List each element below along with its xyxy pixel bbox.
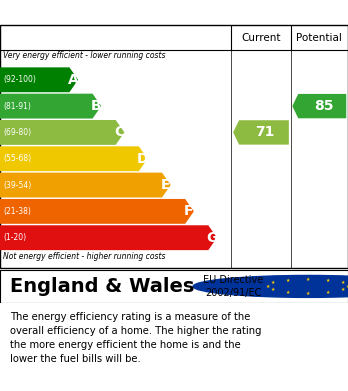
Text: A: A — [68, 73, 78, 87]
Text: (21-38): (21-38) — [3, 207, 31, 216]
Circle shape — [193, 275, 348, 298]
Text: EU Directive
2002/91/EC: EU Directive 2002/91/EC — [203, 275, 263, 298]
Polygon shape — [0, 67, 78, 92]
Text: ★: ★ — [286, 290, 290, 295]
Text: ★: ★ — [271, 280, 275, 285]
Text: (55-68): (55-68) — [3, 154, 32, 163]
Text: ★: ★ — [326, 290, 330, 295]
Text: ★: ★ — [266, 284, 270, 289]
Text: 85: 85 — [314, 99, 333, 113]
Text: (39-54): (39-54) — [3, 181, 32, 190]
Text: F: F — [184, 204, 193, 219]
Text: ★: ★ — [326, 278, 330, 283]
Text: E: E — [161, 178, 170, 192]
Text: ★: ★ — [306, 277, 310, 282]
Polygon shape — [0, 173, 171, 197]
Text: England & Wales: England & Wales — [10, 277, 195, 296]
Text: ★: ★ — [346, 284, 348, 289]
Text: (81-91): (81-91) — [3, 102, 31, 111]
Text: B: B — [91, 99, 101, 113]
Polygon shape — [233, 120, 289, 145]
Text: Energy Efficiency Rating: Energy Efficiency Rating — [50, 0, 298, 18]
Text: 71: 71 — [255, 126, 275, 140]
Text: Current: Current — [241, 32, 281, 43]
Text: ★: ★ — [306, 291, 310, 296]
Text: The energy efficiency rating is a measure of the
overall efficiency of a home. T: The energy efficiency rating is a measur… — [10, 312, 262, 364]
Text: G: G — [206, 231, 218, 245]
Text: D: D — [136, 152, 148, 166]
Polygon shape — [0, 146, 148, 171]
Text: ★: ★ — [286, 278, 290, 283]
Text: C: C — [114, 126, 124, 140]
Text: ★: ★ — [271, 287, 275, 292]
Text: ★: ★ — [341, 280, 345, 285]
Polygon shape — [0, 225, 217, 250]
Polygon shape — [0, 94, 101, 118]
Text: (1-20): (1-20) — [3, 233, 26, 242]
Text: Very energy efficient - lower running costs: Very energy efficient - lower running co… — [3, 51, 166, 60]
Polygon shape — [0, 199, 194, 224]
Text: (92-100): (92-100) — [3, 75, 36, 84]
Text: Not energy efficient - higher running costs: Not energy efficient - higher running co… — [3, 253, 166, 262]
Text: ★: ★ — [341, 287, 345, 292]
Text: (69-80): (69-80) — [3, 128, 32, 137]
Text: Potential: Potential — [296, 32, 342, 43]
Polygon shape — [0, 120, 125, 145]
Polygon shape — [292, 94, 346, 118]
